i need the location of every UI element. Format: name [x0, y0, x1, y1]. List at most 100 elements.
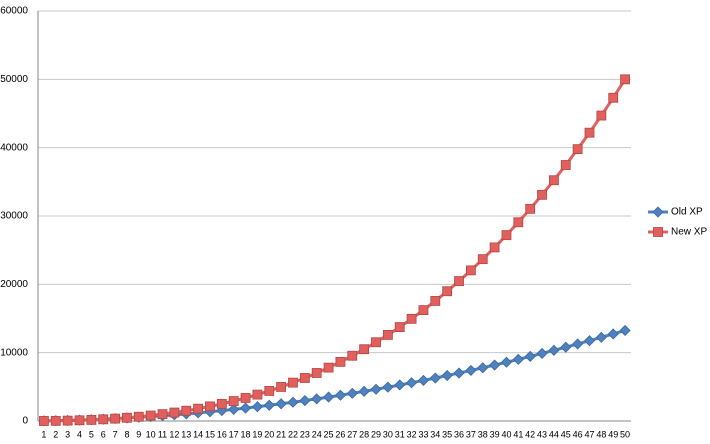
marker [595, 331, 607, 343]
marker [537, 189, 547, 200]
x-tick-label: 8 [124, 429, 129, 439]
x-tick-label: 24 [312, 429, 322, 439]
marker [145, 410, 156, 421]
marker [110, 413, 120, 424]
x-tick-label: 25 [324, 429, 334, 439]
x-tick-label: 40 [501, 429, 511, 439]
marker [205, 401, 215, 412]
x-tick-label: 30 [383, 429, 393, 439]
marker [406, 377, 418, 389]
marker [596, 110, 607, 121]
marker [584, 127, 595, 138]
x-tick-label: 31 [395, 429, 405, 439]
marker [311, 393, 323, 405]
marker [74, 415, 85, 426]
marker [608, 92, 619, 103]
marker [169, 407, 180, 418]
x-tick-label: 44 [549, 429, 559, 439]
x-tick-label: 38 [478, 429, 488, 439]
x-tick-label: 49 [608, 429, 618, 439]
marker [620, 74, 630, 85]
marker [583, 335, 596, 347]
marker [288, 377, 298, 388]
marker [335, 356, 346, 367]
marker [477, 254, 488, 265]
x-tick-label: 2 [53, 429, 58, 439]
marker [323, 362, 334, 373]
y-tick-label: 20000 [0, 279, 28, 290]
x-tick-label: 10 [146, 429, 156, 439]
marker [453, 367, 465, 379]
marker [98, 414, 109, 425]
legend-marker [653, 227, 663, 237]
marker [500, 356, 513, 368]
marker [251, 401, 263, 413]
x-tick-label: 35 [442, 429, 452, 439]
x-tick-label: 5 [89, 429, 94, 439]
x-tick-label: 17 [229, 429, 239, 439]
marker [311, 368, 322, 378]
x-tick-label: 7 [113, 429, 118, 439]
x-tick-label: 39 [490, 429, 500, 439]
marker [371, 337, 381, 348]
marker [512, 353, 524, 365]
marker [477, 362, 489, 374]
legend-label: Old XP [671, 207, 703, 218]
marker [536, 347, 548, 359]
marker [572, 338, 584, 350]
y-tick-label: 40000 [0, 142, 28, 153]
marker [122, 412, 132, 423]
x-tick-label: 15 [205, 429, 215, 439]
x-tick-label: 6 [101, 429, 106, 439]
marker [287, 396, 299, 408]
x-tick-label: 11 [158, 429, 167, 439]
marker [548, 344, 560, 356]
marker [489, 242, 500, 253]
marker [465, 265, 476, 276]
x-tick-label: 36 [454, 429, 464, 439]
x-tick-label: 28 [359, 429, 369, 439]
x-tick-label: 43 [537, 429, 547, 439]
x-tick-label: 22 [288, 429, 298, 439]
marker [418, 305, 429, 316]
x-tick-label: 16 [217, 429, 227, 439]
legend-label: New XP [671, 227, 707, 238]
marker [513, 217, 524, 228]
marker [441, 369, 453, 382]
marker [240, 393, 251, 403]
marker [524, 350, 536, 362]
marker [252, 389, 263, 400]
marker [417, 374, 430, 386]
marker [359, 344, 370, 355]
x-tick-label: 41 [513, 429, 523, 439]
marker [454, 276, 464, 286]
marker [560, 341, 572, 353]
y-tick-label: 0 [22, 416, 28, 427]
y-tick-label: 60000 [0, 6, 28, 17]
x-tick-label: 1 [41, 429, 46, 439]
marker [370, 383, 382, 395]
x-tick-label: 23 [300, 429, 310, 439]
marker [216, 398, 227, 409]
marker [157, 409, 168, 420]
x-tick-label: 26 [335, 429, 345, 439]
marker [39, 416, 49, 426]
series-line [43, 329, 626, 423]
marker [501, 230, 512, 241]
x-tick-label: 48 [596, 429, 606, 439]
x-tick-label: 20 [264, 429, 274, 439]
x-tick-label: 46 [573, 429, 583, 439]
marker [50, 415, 61, 426]
marker [430, 296, 441, 306]
x-tick-label: 18 [241, 429, 251, 439]
marker [465, 364, 477, 376]
marker [382, 381, 394, 393]
marker [358, 385, 370, 397]
marker [394, 322, 405, 332]
x-tick-label: 47 [584, 429, 594, 439]
marker [560, 160, 571, 170]
marker [429, 372, 441, 384]
marker [263, 399, 275, 411]
marker [276, 382, 287, 392]
